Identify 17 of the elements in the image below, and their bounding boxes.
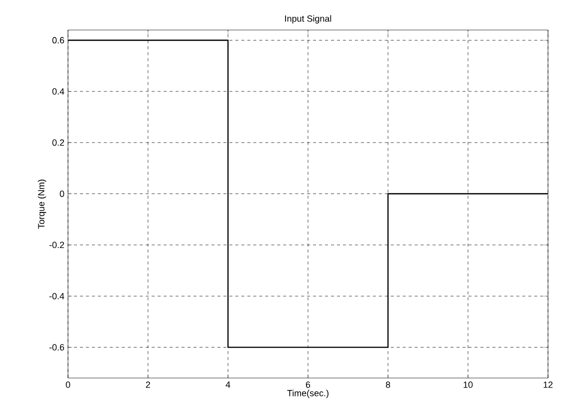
x-tick-label: 2 — [146, 382, 150, 388]
x-tick-label: 0 — [66, 382, 70, 388]
y-tick-label: 0.2 — [52, 139, 64, 146]
y-tick-label: 0.6 — [52, 37, 64, 44]
x-tick-label: 4 — [226, 382, 230, 388]
y-tick-label: -0.6 — [49, 344, 64, 350]
y-tick-label: -0.2 — [49, 242, 64, 248]
y-tick-label: 0.4 — [52, 88, 64, 95]
x-tick-label: 6 — [306, 382, 310, 388]
x-tick-label: 10 — [464, 382, 473, 388]
x-axis-title: Time(sec.) — [287, 390, 328, 398]
x-tick-label: 8 — [386, 382, 390, 388]
y-tick-label: 0 — [60, 190, 64, 197]
x-tick-label: 12 — [544, 382, 553, 388]
y-tick-label: -0.4 — [49, 292, 64, 300]
chart-title: Input Signal — [285, 15, 332, 24]
y-axis-title: Torque (Nm) — [38, 180, 46, 229]
